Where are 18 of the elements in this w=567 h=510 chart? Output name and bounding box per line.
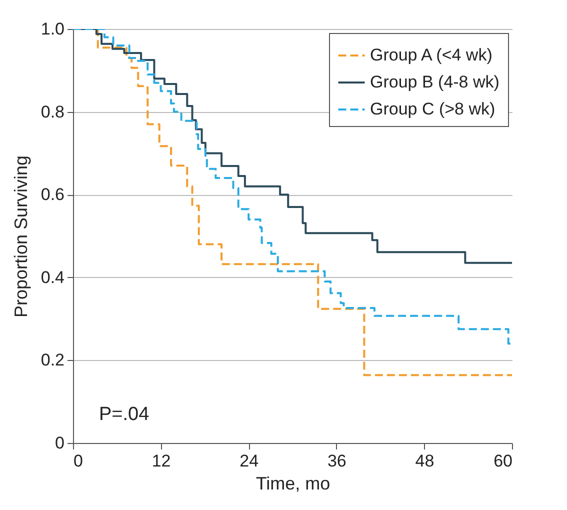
- x-tick-label: 48: [415, 452, 434, 470]
- y-tick-label: 0: [55, 434, 64, 452]
- y-axis-title: Proportion Surviving: [10, 155, 31, 318]
- annotation: P=.04: [99, 404, 150, 425]
- y-tick-label: 0.8: [40, 102, 64, 122]
- y-tick-label: 0.4: [40, 268, 64, 287]
- x-tick-label: 0: [74, 452, 83, 470]
- x-tick-label: 24: [240, 452, 259, 470]
- x-tick-label: 60: [494, 452, 512, 470]
- legend-label: Group B (4-8 wk): [370, 72, 500, 92]
- y-tick-label: 0.2: [40, 350, 64, 370]
- y-tick-label: 1.0: [40, 20, 64, 38]
- x-axis-title: Time, mo: [256, 474, 330, 494]
- legend-label: Group A (<4 wk): [370, 46, 492, 64]
- x-tick-label: 12: [152, 452, 171, 470]
- x-tick-label: 36: [327, 452, 346, 470]
- y-tick-label: 0.6: [40, 185, 64, 204]
- legend-label: Group C (>8 wk): [370, 100, 496, 118]
